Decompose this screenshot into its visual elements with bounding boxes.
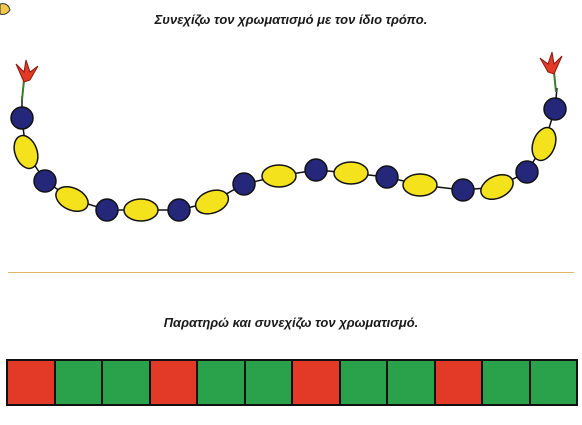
strip-cell-green xyxy=(530,361,576,404)
navy-bead xyxy=(515,160,539,184)
strip-cell-red xyxy=(150,361,198,404)
strip-cell-green xyxy=(245,361,293,404)
navy-bead xyxy=(375,165,399,189)
strip-cell-green xyxy=(340,361,388,404)
yellow-bead xyxy=(55,185,89,213)
strip-cell-red xyxy=(435,361,483,404)
yellow-bead xyxy=(194,189,230,215)
navy-bead xyxy=(304,158,328,182)
navy-bead xyxy=(232,172,256,196)
section-divider xyxy=(8,272,574,273)
navy-bead xyxy=(451,178,475,202)
navy-bead xyxy=(10,106,34,130)
yellow-bead xyxy=(333,161,369,185)
strip-cell-green xyxy=(483,361,531,404)
bead-necklace xyxy=(10,51,567,222)
yellow-bead xyxy=(13,134,39,170)
strip-cell-green xyxy=(103,361,151,404)
instruction-title-2: Παρατηρώ και συνεχίζω τον χρωματισμό. xyxy=(163,315,419,330)
strip-cell-red xyxy=(8,361,56,404)
color-strip xyxy=(6,359,578,406)
strip-cell-green xyxy=(388,361,436,404)
corner-decoration-icon xyxy=(0,3,11,15)
strip-cell-green xyxy=(55,361,103,404)
navy-bead xyxy=(95,198,119,222)
strip-cell-red xyxy=(293,361,341,404)
instruction-title-1: Συνεχίζω τον χρωματισμό με τον ίδιο τρόπ… xyxy=(154,12,428,27)
strip-cell-green xyxy=(198,361,246,404)
necklace-string xyxy=(21,87,558,211)
navy-bead xyxy=(543,97,567,121)
yellow-bead xyxy=(402,173,438,197)
navy-bead xyxy=(167,198,191,222)
navy-bead xyxy=(33,169,57,193)
red-flower-icon xyxy=(15,59,39,101)
yellow-bead xyxy=(531,126,557,162)
yellow-bead xyxy=(480,173,514,201)
yellow-bead xyxy=(123,198,159,222)
yellow-bead xyxy=(261,164,297,188)
red-flower-icon xyxy=(539,51,563,93)
